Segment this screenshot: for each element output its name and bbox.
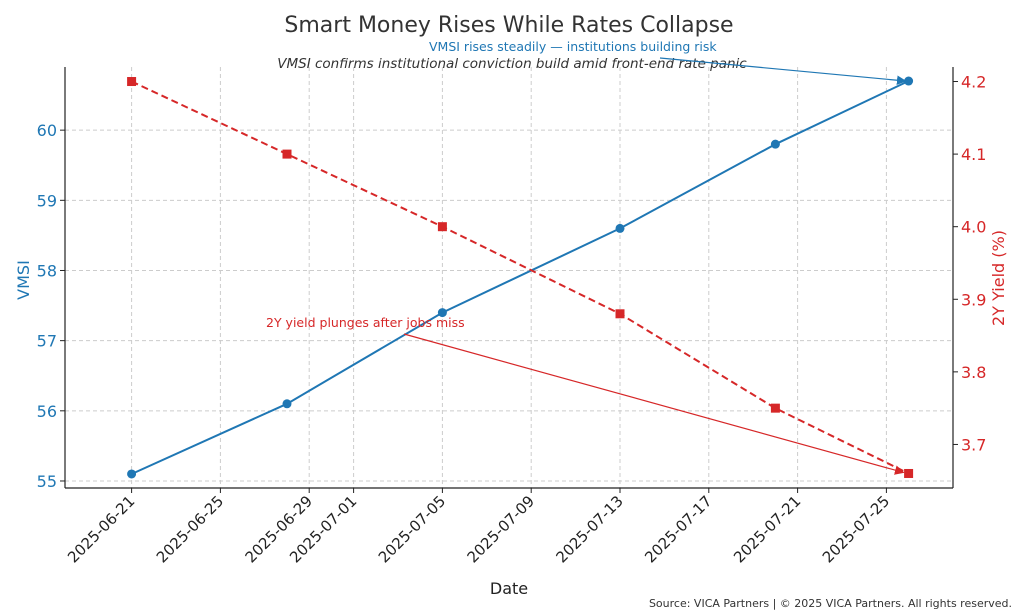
right-tick-label-0: 3.7 (961, 435, 986, 454)
series-0-point-1 (282, 399, 292, 409)
annotation-yield-arrow (403, 333, 905, 475)
series-layer (127, 76, 914, 479)
left-tick-label-1: 56 (37, 402, 57, 421)
series-1-point-2 (437, 222, 447, 232)
x-axis-label: Date (490, 579, 528, 598)
left-axis-label: VMSI (14, 260, 33, 300)
chart-title: Smart Money Rises While Rates Collapse (284, 13, 733, 38)
left-tick-label-3: 58 (37, 261, 57, 280)
series-line-0 (131, 80, 910, 475)
series-1-point-5 (904, 468, 914, 478)
grid (65, 67, 953, 488)
series-1-point-0 (127, 77, 137, 87)
series-1-point-3 (615, 309, 625, 319)
x-tick-label-4: 2025-07-05 (375, 492, 449, 566)
x-tick-label-8: 2025-07-21 (730, 492, 804, 566)
series-0-point-0 (127, 469, 137, 479)
x-tick-label-6: 2025-07-13 (552, 492, 626, 566)
left-axis-ticks: 55 56 57 58 59 60 (37, 121, 65, 491)
series-0-point-3 (615, 223, 625, 233)
right-axis-ticks: 3.7 3.8 3.9 4.0 4.1 4.2 (953, 73, 986, 454)
x-tick-label-9: 2025-07-25 (819, 492, 893, 566)
left-tick-label-4: 59 (37, 191, 57, 210)
x-tick-label-0: 2025-06-21 (64, 492, 138, 566)
annotation-yield-label: 2Y yield plunges after jobs miss (266, 315, 465, 330)
series-0-point-4 (770, 139, 780, 149)
chart-subtitle: VMSI confirms institutional conviction b… (277, 56, 747, 72)
right-tick-label-4: 4.1 (961, 145, 986, 164)
right-tick-label-1: 3.8 (961, 363, 986, 382)
annotation-vmsi-arrow (659, 57, 907, 86)
x-tick-label-5: 2025-07-09 (464, 492, 538, 566)
annotations-layer: VMSI rises steadily — institutions build… (266, 39, 907, 475)
right-tick-label-2: 3.9 (961, 290, 986, 309)
series-1-point-4 (770, 403, 780, 413)
annotation-vmsi-label: VMSI rises steadily — institutions build… (429, 39, 717, 54)
series-0-point-2 (437, 308, 447, 318)
left-tick-label-5: 60 (37, 121, 57, 140)
left-tick-label-0: 55 (37, 472, 57, 491)
right-tick-label-3: 4.0 (961, 218, 986, 237)
series-line-1 (131, 80, 910, 475)
x-tick-label-7: 2025-07-17 (641, 492, 715, 566)
right-axis-label: 2Y Yield (%) (989, 230, 1008, 326)
x-axis-ticks: 2025-06-21 2025-06-25 2025-06-292025-07-01… (64, 488, 893, 566)
footer-source: Source: VICA Partners | © 2025 VICA Part… (649, 597, 1012, 610)
series-1-point-1 (282, 149, 292, 159)
x-tick-label-1: 2025-06-25 (153, 492, 227, 566)
left-tick-label-2: 57 (37, 332, 57, 351)
right-tick-label-5: 4.2 (961, 73, 986, 92)
